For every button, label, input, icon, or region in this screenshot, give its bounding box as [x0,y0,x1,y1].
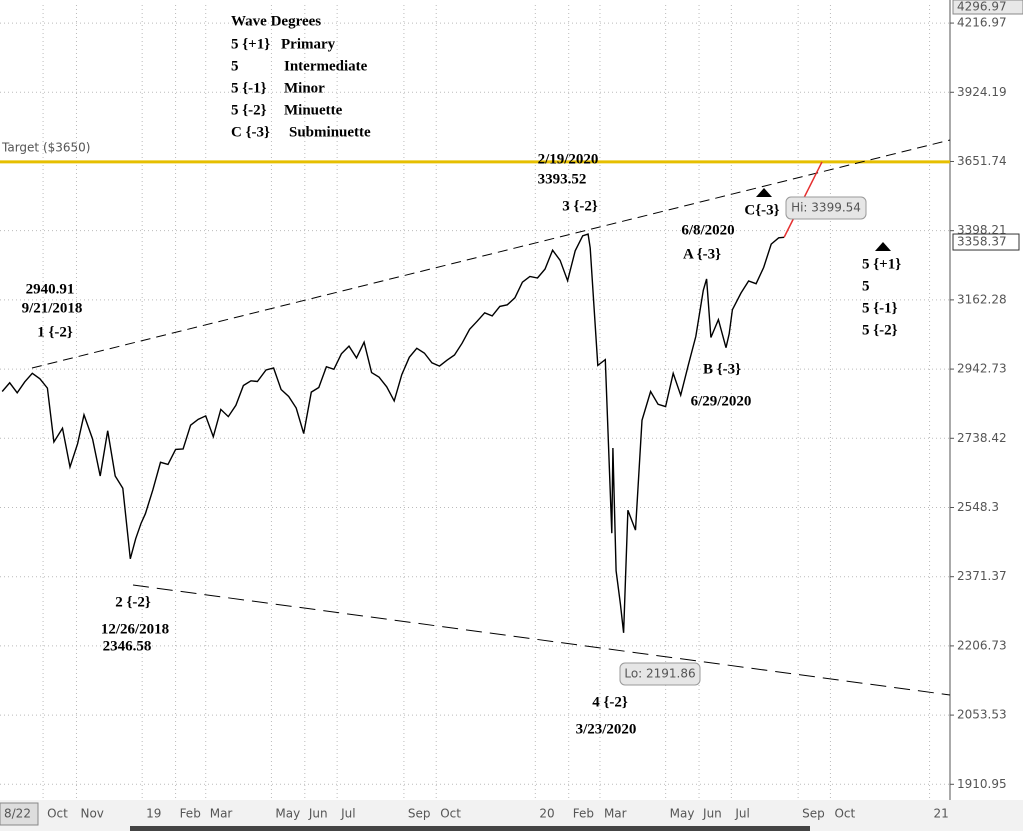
ylim-label: 4296.97 [957,0,1007,14]
wave-label: 3/23/2020 [576,721,637,737]
x-tick-label: Oct [47,807,68,821]
wave-label: 5 [862,278,870,294]
wave-label: 12/26/2018 [101,621,169,637]
wave-label: 2/19/2020 [538,151,599,167]
legend-degree: Minuette [284,102,343,118]
x-tick-label: Oct [440,807,461,821]
wave-label: 3 {-2} [562,198,598,214]
x-start-box [0,802,39,826]
price-line [1,233,785,633]
y-tick-label: 2371.37 [957,569,1007,583]
wave-label: 3393.52 [538,171,587,187]
x-tick-label: May [670,807,695,821]
scrollbar[interactable] [130,826,810,831]
wave-label: 5 {+1} [862,256,901,272]
wave-label: 6/29/2020 [691,393,752,409]
wave-label: A {-3} [683,246,721,262]
legend-title: Wave Degrees [231,13,321,29]
x-tick-label: Sep [802,807,825,821]
wave-label: 2346.58 [103,638,152,654]
legend-degree: Primary [281,36,336,52]
wave-marker [756,188,772,197]
y-tick-label: 2738.42 [957,431,1007,445]
hi-label: Hi: 3399.54 [791,201,861,215]
wave-label: 5 {-2} [862,322,898,338]
x-tick-label: May [275,807,300,821]
wave-label: C{-3} [744,202,779,218]
x-tick-label: Jun [702,807,722,821]
x-tick-label: Feb [573,807,594,821]
wave-label: B {-3} [703,361,741,377]
lo-label: Lo: 2191.86 [624,667,695,681]
plot [0,139,951,696]
x-tick-label: 8/22 [4,807,31,821]
x-tick-label: 21 [934,807,949,821]
legend-degree: Subminuette [289,124,371,140]
x-axis-strip [0,800,1023,831]
ylim-box [952,0,1023,15]
y-tick-label: 3162.28 [957,292,1007,306]
legend-code: 5 [231,58,239,74]
target-label: Target ($3650) [1,140,90,154]
x-tick-label: 20 [539,807,554,821]
y-tick-label: 2053.53 [957,708,1007,722]
legend-code: 5 {+1} [231,36,270,52]
y-tick-label: 2548.3 [957,500,999,514]
x-tick-label: Sep [408,807,431,821]
last-price-box [952,233,1020,251]
wave-label: 4 {-2} [592,694,628,710]
legend-degree: Minor [284,80,325,96]
upper-trendline [31,139,951,369]
x-tick-label: Feb [180,807,201,821]
x-tick-label: Mar [210,807,233,821]
legend-degree: Intermediate [284,58,368,74]
last-price-label: 3358.37 [957,235,1007,249]
y-tick-label: 2206.73 [957,638,1007,652]
grid [0,5,950,800]
y-tick-label: 4216.97 [957,16,1007,30]
x-tick-label: Jul [340,807,355,821]
y-tick-label: 2942.73 [957,362,1007,376]
legend-code: C {-3} [231,124,270,140]
wave-label: 5 {-1} [862,300,898,316]
x-tick-label: Oct [834,807,855,821]
wave-label: 2940.91 [26,281,75,297]
legend-code: 5 {-1} [231,80,267,96]
wave-label: 1 {-2} [37,324,73,340]
lo-box [619,662,701,686]
y-tick-label: 3651.74 [957,154,1007,168]
y-tick-label: 3924.19 [957,85,1007,99]
x-tick-label: Nov [80,807,103,821]
x-tick-label: 19 [146,807,161,821]
x-tick-label: Jun [308,807,328,821]
hi-box [785,196,867,220]
y-tick-label: 1910.95 [957,777,1007,791]
wave-marker [875,242,891,251]
x-tick-label: Jul [734,807,749,821]
lower-trendline [132,584,951,696]
x-tick-label: Mar [604,807,627,821]
legend-code: 5 {-2} [231,102,267,118]
wave-label: 2 {-2} [115,594,151,610]
wave-label: 6/8/2020 [681,222,734,238]
wave-label: 9/21/2018 [22,300,83,316]
